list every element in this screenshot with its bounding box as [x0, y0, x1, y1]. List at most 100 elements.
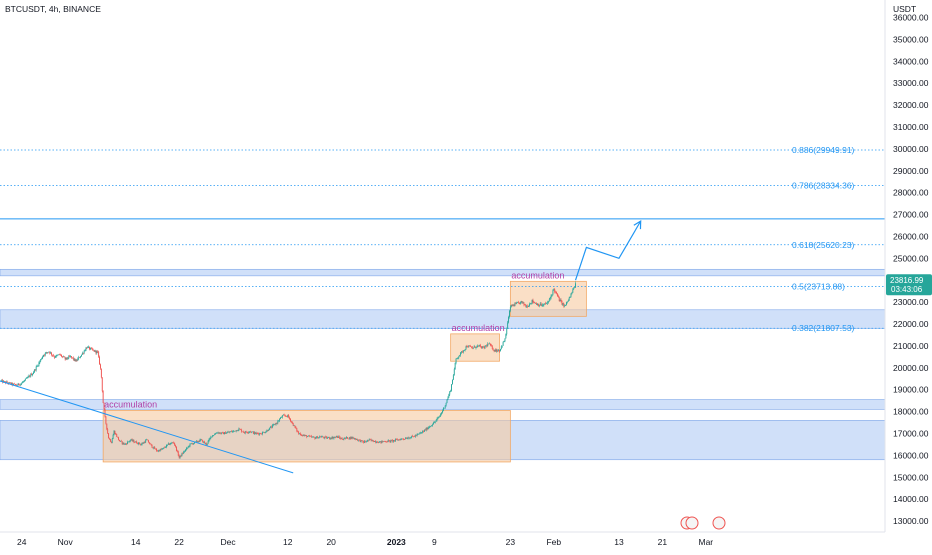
candle-body: [545, 303, 547, 304]
candle-body: [264, 432, 266, 434]
candle-body: [432, 424, 433, 426]
candle-body: [320, 436, 322, 438]
candle-body: [496, 350, 498, 352]
candle-body: [266, 430, 268, 432]
candle-body: [471, 346, 472, 348]
candle-body: [233, 430, 235, 432]
candle-body: [242, 431, 244, 433]
price-tick-label: 16000.00: [893, 450, 929, 460]
candle-body: [492, 349, 494, 351]
candle-body: [520, 301, 522, 302]
candle-body: [366, 441, 367, 443]
candle-body: [105, 416, 107, 424]
candle-body: [483, 346, 485, 348]
candle-body: [61, 356, 63, 358]
candle-body: [465, 346, 467, 350]
price-tick-label: 13000.00: [893, 516, 929, 526]
candle-body: [295, 427, 297, 429]
candle-body: [404, 438, 406, 440]
candle-body: [461, 351, 462, 353]
candle-body: [443, 407, 445, 409]
candle-body: [531, 299, 533, 304]
candle-body: [161, 448, 163, 450]
candle-body: [38, 362, 40, 366]
drawings-layer: accumulation accumulation accumulation: [0, 220, 642, 474]
candle-body: [225, 433, 227, 434]
candle-body: [42, 354, 44, 357]
candle-body: [87, 346, 89, 348]
price-tag-background: [886, 274, 932, 296]
candle-body: [67, 358, 69, 360]
us-flag-icon[interactable]: [685, 516, 699, 530]
candle-body: [511, 304, 513, 306]
candle-body: [138, 442, 139, 444]
candle-body: [263, 432, 265, 433]
candle-body: [22, 382, 24, 384]
candle-body: [213, 435, 215, 436]
candle-body: [470, 346, 472, 347]
candle-body: [146, 439, 148, 441]
candle-body: [533, 302, 535, 303]
candle-body: [155, 448, 157, 450]
price-tick-label: 15000.00: [893, 472, 929, 482]
candle-body: [226, 432, 228, 434]
candle-body: [214, 433, 216, 435]
candle-body: [16, 385, 18, 386]
candle-body: [272, 424, 274, 426]
candle-body: [219, 432, 221, 434]
candle-body: [512, 305, 514, 307]
price-tick-label: 27000.00: [893, 210, 929, 220]
candle-body: [13, 383, 15, 385]
candle-body: [429, 426, 431, 428]
projection-path: [574, 220, 642, 281]
candle-body: [176, 450, 178, 452]
candle-body: [23, 380, 25, 382]
candle-body: [335, 436, 337, 438]
candle-body: [315, 437, 317, 439]
time-tick-label: Nov: [58, 537, 74, 547]
candle-body: [452, 375, 454, 380]
candle-body: [438, 416, 440, 418]
candle-body: [102, 390, 104, 404]
candle-body: [477, 345, 479, 347]
candle-body: [257, 433, 259, 434]
candle-body: [221, 432, 223, 434]
price-axis[interactable]: 13000.00 14000.00 15000.00 16000.00 17000.00…: [893, 13, 929, 527]
candle-body: [231, 431, 233, 432]
candle-body: [250, 431, 252, 433]
candle-body: [93, 350, 95, 352]
time-axis[interactable]: 24 Nov 14 22 Dec 12 20 2023 9 23 Feb 13 21 Mar: [17, 537, 713, 547]
us-flag-icon[interactable]: [712, 516, 726, 530]
candle-body: [237, 430, 239, 431]
candle-body: [173, 442, 175, 444]
candle-body: [91, 348, 93, 350]
time-tick-label: Dec: [220, 537, 236, 547]
candle-body: [189, 443, 191, 447]
candle-body: [26, 377, 28, 379]
candle-body: [309, 436, 311, 437]
candle-body: [560, 299, 562, 302]
candle-body: [373, 441, 375, 443]
event-flags[interactable]: [680, 516, 726, 530]
candle-body: [418, 433, 420, 435]
candle-body: [4, 381, 5, 382]
candle-body: [80, 356, 81, 358]
candle-body: [151, 444, 153, 448]
candle-body: [216, 432, 218, 434]
candle-body: [135, 441, 137, 443]
candle-body: [410, 437, 412, 439]
candle-body: [386, 441, 388, 443]
candle-body: [535, 303, 537, 304]
candle-body: [452, 379, 453, 385]
candle-body: [484, 346, 486, 348]
candle-body: [566, 302, 567, 305]
candle-body: [29, 375, 31, 377]
candle-body: [338, 436, 340, 438]
candle-body: [436, 418, 438, 421]
candle-body: [30, 374, 32, 377]
candle-body: [183, 451, 185, 454]
candle-body: [214, 434, 215, 436]
candle-body: [329, 438, 331, 439]
